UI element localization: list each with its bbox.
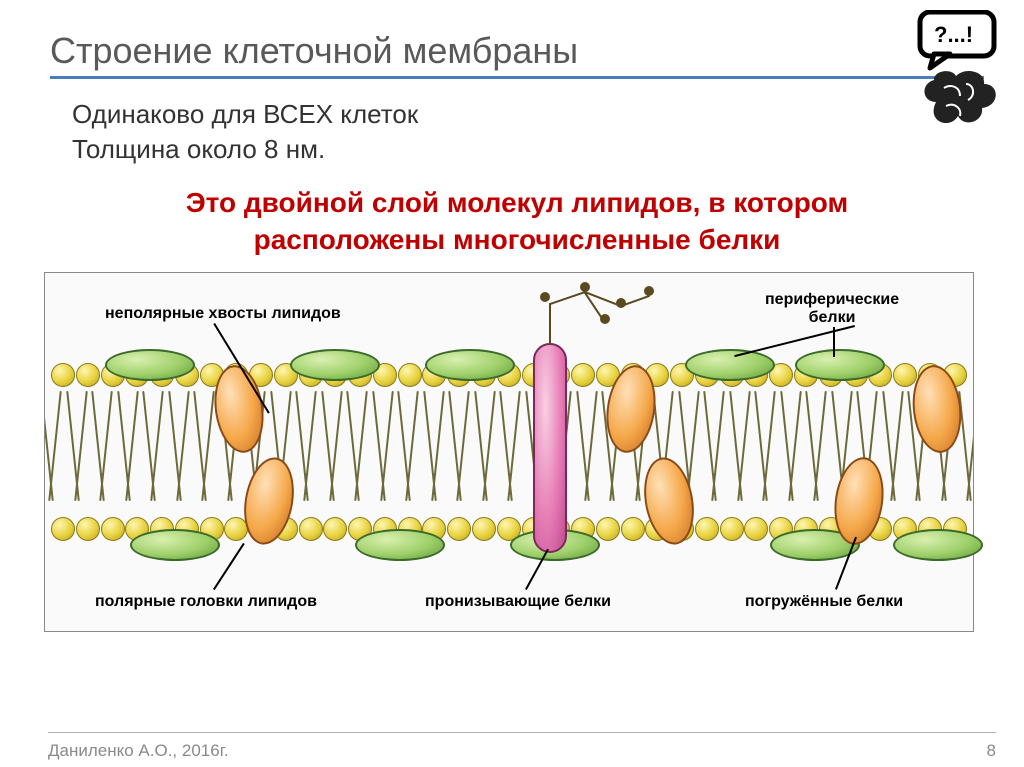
lipid-tail [142, 391, 164, 501]
lipid-tail [882, 391, 904, 501]
label-peripheral-proteins: периферические белки [765, 291, 899, 328]
lipid-head [447, 517, 471, 541]
lipid-head [621, 517, 645, 541]
peripheral-protein [795, 349, 885, 381]
lipid-tail [780, 391, 802, 501]
label-nonpolar-tails: неполярные хвосты липидов [105, 305, 341, 323]
membrane-diagram: неполярные хвосты липидов периферические… [44, 272, 974, 632]
lipid-head [323, 517, 347, 541]
peripheral-protein [425, 349, 515, 381]
peripheral-protein [290, 349, 380, 381]
glyco-dot [580, 282, 590, 292]
label-polar-heads: полярные головки липидов [95, 593, 317, 611]
peripheral-protein [130, 529, 220, 561]
title-rule [50, 76, 984, 79]
label-transmembrane: пронизывающие белки [425, 593, 611, 611]
lipid-tail [295, 391, 317, 501]
lipid-head [695, 517, 719, 541]
glyco-dot [600, 314, 610, 324]
page-title: Строение клеточной мембраны [50, 30, 984, 72]
lipid-tail [754, 391, 776, 501]
lipid-head [893, 363, 917, 387]
lipid-tail [193, 391, 215, 501]
lipid-tail [474, 391, 496, 501]
lipid-head [744, 517, 768, 541]
corner-icons: ?...! [880, 10, 1000, 130]
lipid-tail [499, 391, 521, 501]
lipid-head [101, 517, 125, 541]
peripheral-protein [685, 349, 775, 381]
lipid-head [398, 363, 422, 387]
peripheral-protein [105, 349, 195, 381]
lipid-tail [321, 391, 343, 501]
footer: Даниленко А.О., 2016г. 8 [0, 741, 1024, 761]
lipid-head [76, 363, 100, 387]
lipid-tail [168, 391, 190, 501]
lipid-tail [372, 391, 394, 501]
glyco-stem [549, 303, 551, 345]
lipid-tail [397, 391, 419, 501]
footer-rule [48, 732, 996, 733]
glyco-dot [616, 298, 626, 308]
lipid-tail [117, 391, 139, 501]
transmembrane-protein [533, 343, 567, 553]
peripheral-protein [893, 529, 983, 561]
footer-author: Даниленко А.О., 2016г. [48, 741, 229, 761]
lipid-head [51, 517, 75, 541]
intro-line-1: Одинаково для ВСЕХ клеток [72, 97, 984, 132]
lipid-tail [703, 391, 725, 501]
lipid-head [571, 363, 595, 387]
lipid-head [720, 517, 744, 541]
lipid-head [299, 517, 323, 541]
lipid-tails [45, 391, 973, 501]
lipid-head [472, 517, 496, 541]
speech-text: ?...! [934, 22, 973, 47]
lipid-tail [91, 391, 113, 501]
glyco-branch [550, 291, 586, 305]
lipid-tail [346, 391, 368, 501]
lipid-tail [66, 391, 88, 501]
lipid-tail [45, 391, 62, 501]
intro-text: Одинаково для ВСЕХ клеток Толщина около … [72, 97, 984, 167]
lipid-head [51, 363, 75, 387]
peripheral-protein [355, 529, 445, 561]
lipid-head [596, 517, 620, 541]
intro-line-2: Толщина около 8 нм. [72, 132, 984, 167]
lipid-tail [729, 391, 751, 501]
lipid-tail [423, 391, 445, 501]
label-embedded: погружённые белки [745, 593, 903, 611]
glyco-dot [540, 292, 550, 302]
lipid-tail [576, 391, 598, 501]
glyco-dot [644, 286, 654, 296]
lipid-tail [805, 391, 827, 501]
footer-page: 8 [987, 741, 996, 761]
definition-text: Это двойной слой молекул липидов, в кото… [87, 185, 947, 258]
lipid-tail [448, 391, 470, 501]
lipid-head [76, 517, 100, 541]
slide: ?...! Строение клеточной мембраны Одинак… [0, 0, 1024, 767]
brain-icon [916, 66, 1002, 136]
